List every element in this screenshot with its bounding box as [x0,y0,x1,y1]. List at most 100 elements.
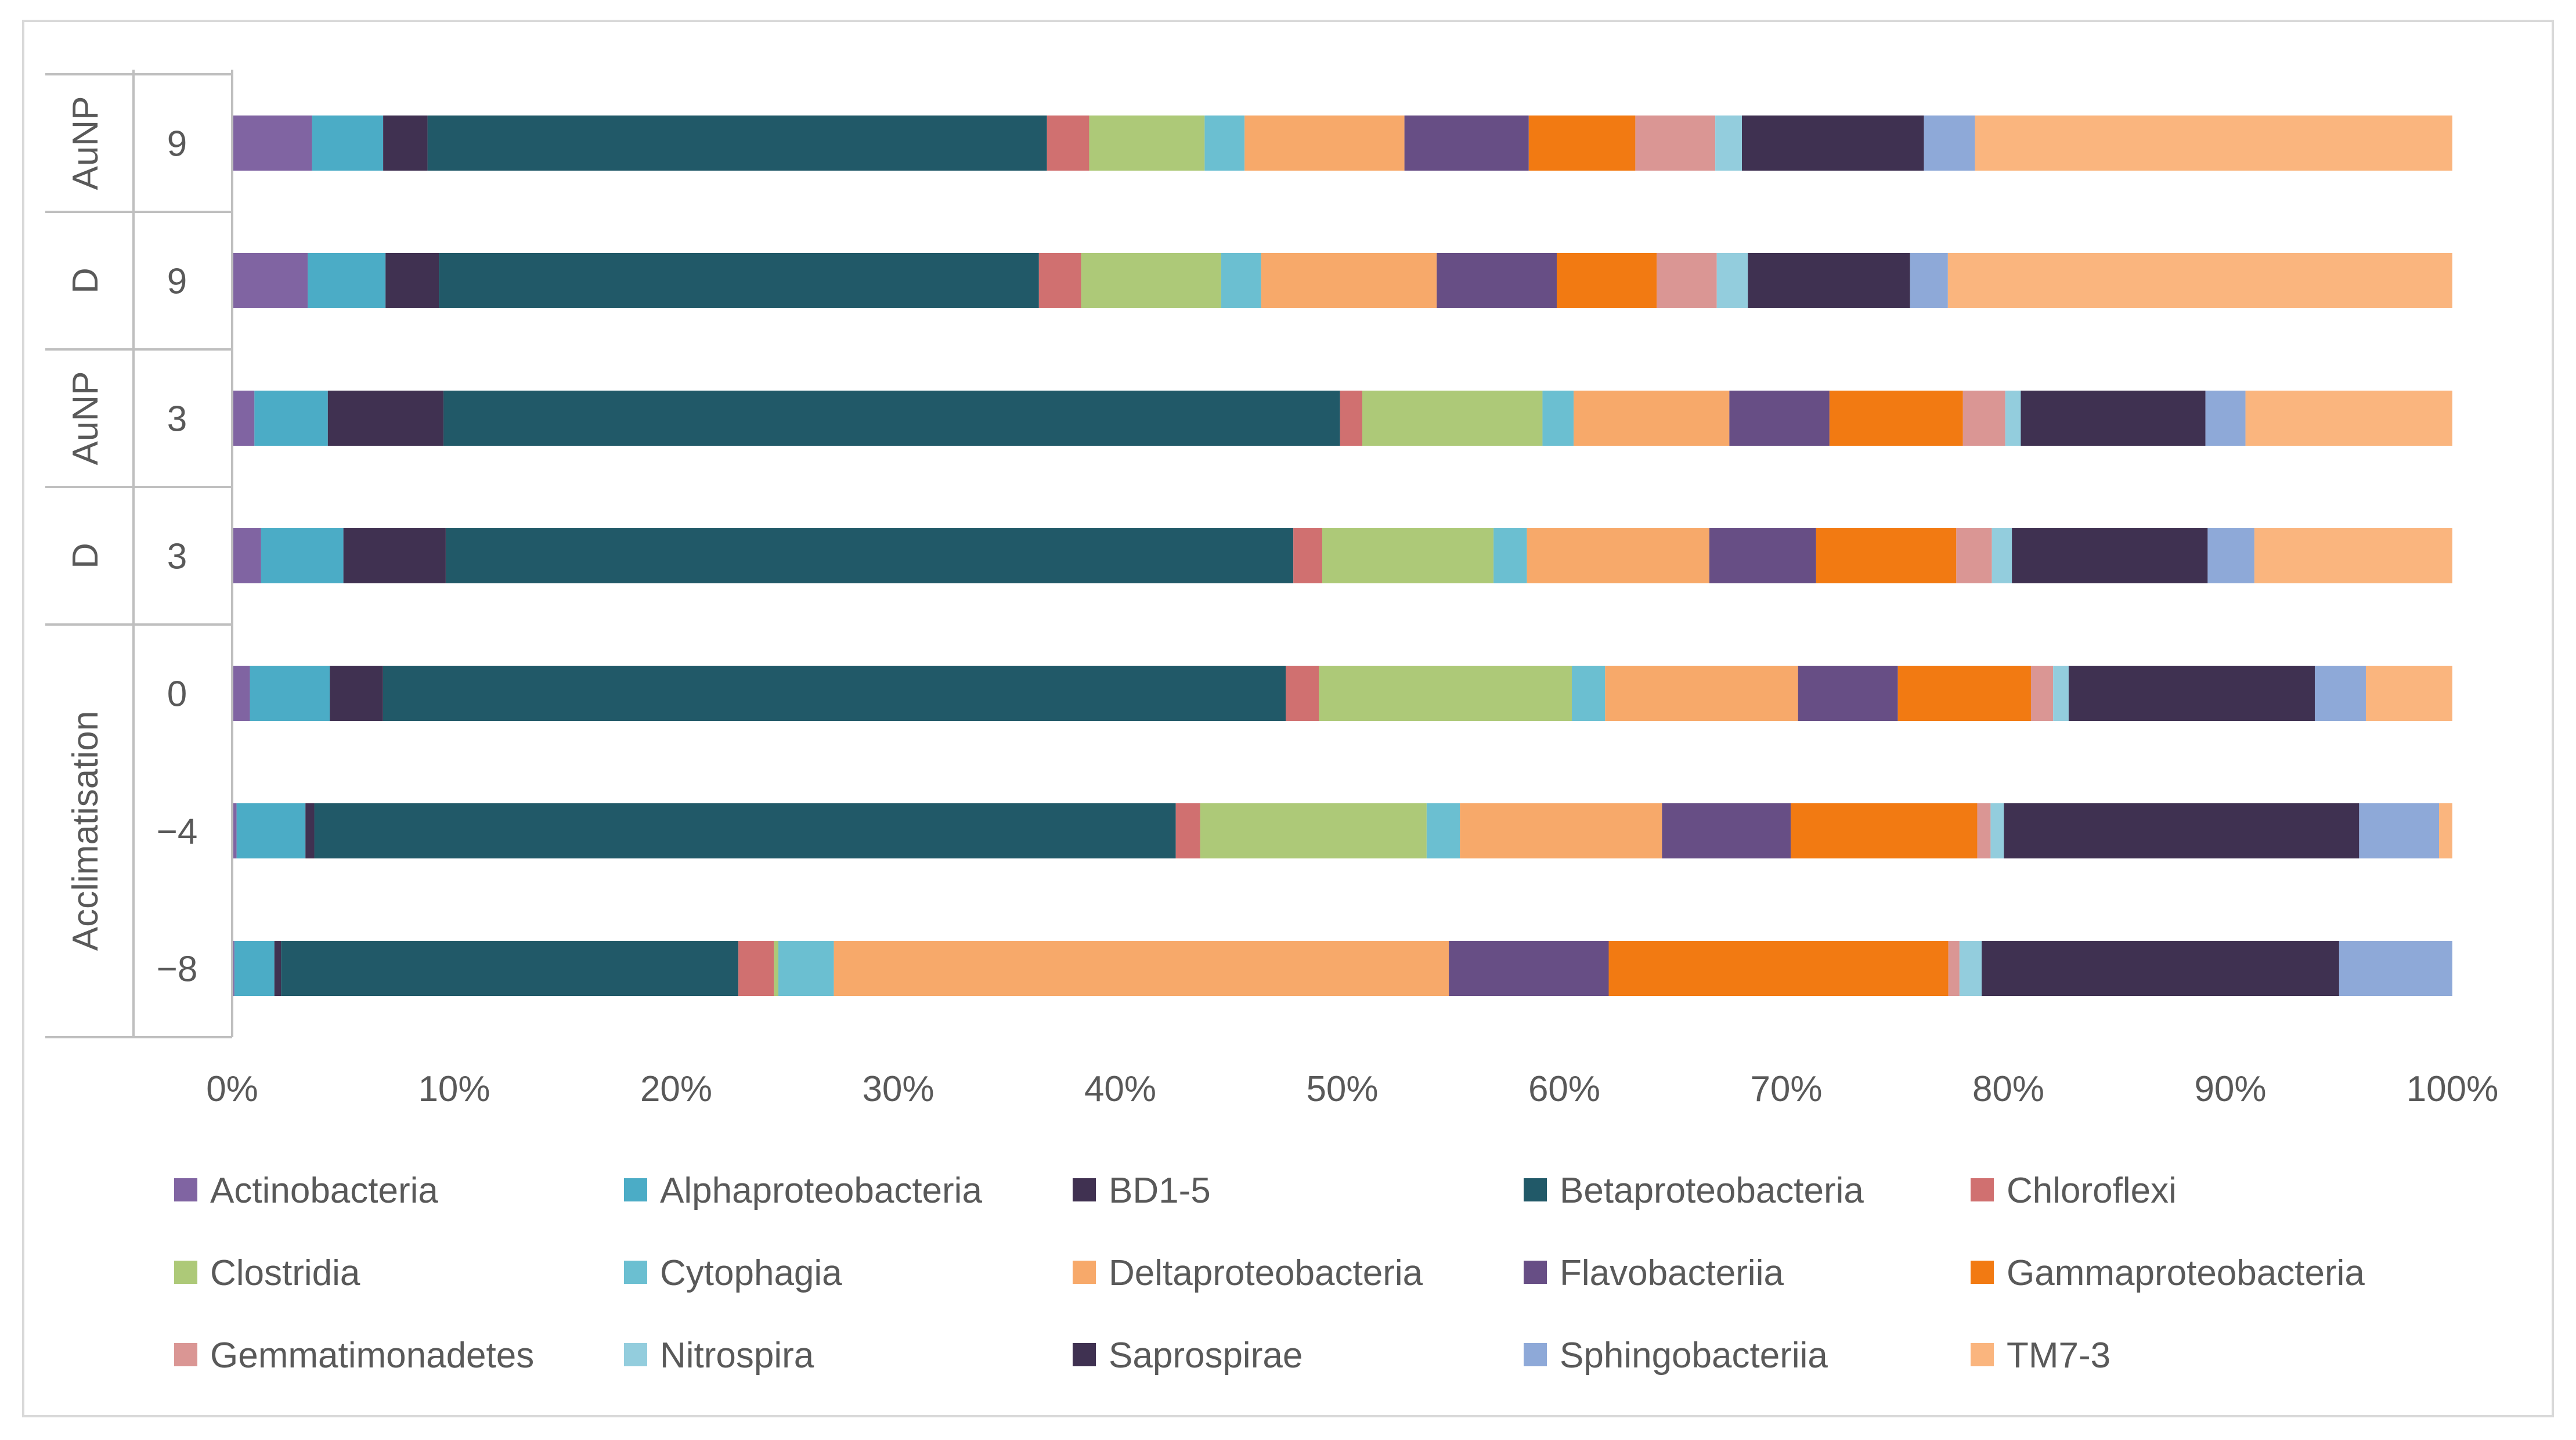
bar-segment [1038,253,1081,308]
bar-segment [383,116,428,171]
x-tick-label: 80% [1972,1069,2044,1109]
bar-segment [1081,253,1221,308]
bar-segment [1816,528,1957,583]
x-tick-label: 0% [206,1069,258,1109]
x-tick-label: 50% [1306,1069,1378,1109]
bar-segment [2315,666,2366,721]
group-label: Acclimatisation [66,711,106,951]
bar-segment [1948,941,1960,996]
legend-swatch [1971,1261,1994,1284]
bar-segment [1729,391,1830,446]
bar-segment [738,941,774,996]
x-tick-label: 60% [1528,1069,1600,1109]
bar-segment [2359,803,2440,858]
bar-segment [834,941,1449,996]
bar-segment [2207,528,2254,583]
bar-segment [234,941,275,996]
bar-segment [232,116,312,171]
axes-layer: 0% 10% 20% 30% 40% 50% 60% 70% 80% 90% 100% 9 9 3 3 0 −4… [45,70,2498,1109]
bar-segment [439,253,1039,308]
row-label: 9 [167,124,187,164]
bar-segment [2254,528,2452,583]
bars-layer [232,116,2453,996]
legend-swatch [1073,1178,1096,1201]
bar-segment [1528,116,1636,171]
legend-swatch [174,1343,197,1366]
group-label: D [66,543,106,569]
bar-segment [1340,391,1362,446]
bar-segment [2439,803,2452,858]
bar-segment [232,528,261,583]
bar-segment [445,528,1294,583]
bar-segment [1047,116,1089,171]
legend-label: Gammaproteobacteria [2007,1253,2365,1293]
bar-segment [1798,666,1898,721]
bar-segment [383,666,1286,721]
bar-segment [427,116,1047,171]
legend-label: Cytophagia [660,1253,842,1293]
bar-segment [232,391,255,446]
bar-segment [2012,528,2208,583]
bar-segment [1200,803,1427,858]
bar-segment [1910,253,1948,308]
bar-segment [1635,116,1716,171]
legend-label: Betaproteobacteria [1560,1171,1864,1211]
legend-label: Saprospirae [1109,1336,1303,1376]
bar-segment [1362,391,1543,446]
bar-segment [330,666,383,721]
bar-segment [281,941,739,996]
bar-segment [1293,528,1322,583]
bar-segment [236,803,306,858]
legend-label: Alphaproteobacteria [660,1171,982,1211]
bar-segment [1715,116,1742,171]
bar-segment [2005,391,2021,446]
legend-swatch [624,1178,647,1201]
bar-segment [1982,941,2339,996]
bar-segment [232,803,237,858]
bar-segment [1657,253,1717,308]
bar-segment [2339,941,2452,996]
bar-segment [1175,803,1200,858]
bar-segment [385,253,439,308]
x-tick-label: 90% [2194,1069,2266,1109]
legend-swatch [1073,1261,1096,1284]
bar-segment [778,941,834,996]
bar-segment [1460,803,1662,858]
group-label: AuNP [66,371,106,465]
bar-segment [1991,528,2012,583]
legend-swatch [624,1261,647,1284]
bar-segment [1897,666,2031,721]
legend-label: TM7-3 [2007,1336,2110,1376]
bar-segment [1449,941,1609,996]
legend-label: Gemmatimonadetes [210,1336,534,1376]
legend-label: BD1-5 [1109,1171,1211,1211]
legend-label: Actinobacteria [210,1171,438,1211]
bar-segment [2365,666,2452,721]
bar-segment [443,391,1340,446]
legend-swatch [1073,1343,1096,1366]
legend-swatch [174,1178,197,1201]
legend-label: Nitrospira [660,1336,814,1376]
bar-segment [1605,666,1798,721]
bar-segment [1089,116,1205,171]
bar-segment [254,391,328,446]
bar-segment [1748,253,1910,308]
bar-segment [1204,116,1245,171]
legend-swatch [1524,1343,1547,1366]
bar-segment [343,528,446,583]
bar-segment [1542,391,1574,446]
bar-segment [1493,528,1527,583]
bar-segment [1322,528,1494,583]
bar-segment [2053,666,2069,721]
bar-segment [1286,666,1319,721]
row-label: 3 [167,537,187,577]
legend-swatch [1971,1178,1994,1201]
bar-segment [1556,253,1657,308]
bar-segment [232,253,308,308]
bar-segment [1829,391,1963,446]
bar-segment [1924,116,1975,171]
bar-segment [327,391,444,446]
bar-segment [1956,528,1992,583]
bar-segment [1962,391,2005,446]
